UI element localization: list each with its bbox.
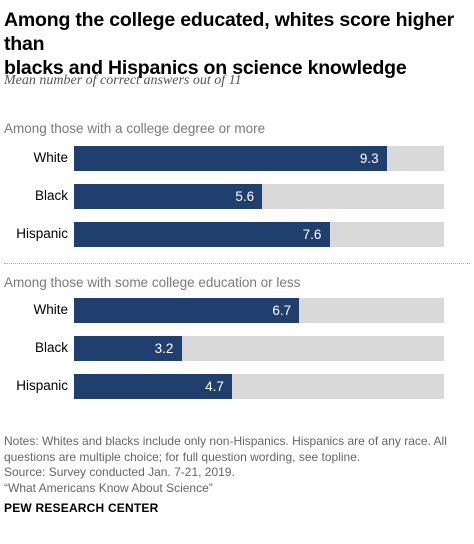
bar: [74, 184, 263, 209]
bar-row: Black 3.2: [0, 336, 474, 361]
value-label: 3.2: [154, 341, 174, 356]
bar: [74, 336, 182, 361]
bar-row: White 6.7: [0, 298, 474, 323]
notes-line: questions are multiple choice; for full …: [4, 449, 361, 464]
category-label: Hispanic: [16, 226, 68, 241]
notes-line: Notes: Whites and blacks include only no…: [4, 434, 447, 448]
value-label: 6.7: [272, 303, 292, 318]
category-label: White: [33, 302, 68, 317]
bar-row: Black 5.6: [0, 184, 474, 209]
group-divider: [4, 263, 470, 264]
group-label-college-degree: Among those with a college degree or mor…: [4, 121, 266, 136]
bar: [74, 146, 387, 171]
category-label: Black: [34, 340, 68, 355]
pew-logo-text: PEW RESEARCH CENTER: [4, 501, 159, 515]
bar: [74, 222, 330, 247]
bar-row: Hispanic 4.7: [0, 374, 474, 399]
bar-row: White 9.3: [0, 146, 474, 171]
bar: [74, 374, 233, 399]
chart-notes: Notes: Whites and blacks include only no…: [4, 434, 470, 496]
value-label: 7.6: [302, 227, 322, 242]
bar-track: 5.6: [74, 184, 444, 209]
category-label: White: [33, 150, 68, 165]
chart-subtitle: Mean number of correct answers out of 11: [4, 73, 242, 88]
bar-track: 3.2: [74, 336, 444, 361]
chart-title: Among the college educated, whites score…: [4, 8, 470, 80]
chart-title-line-2: blacks and Hispanics on science knowledg…: [4, 57, 407, 79]
report-title-line: “What Americans Know About Science”: [4, 480, 213, 495]
bar-track: 4.7: [74, 374, 444, 399]
bar-track: 7.6: [74, 222, 444, 247]
bar-track: 6.7: [74, 298, 444, 323]
bar-row: Hispanic 7.6: [0, 222, 474, 247]
chart-title-line-1: Among the college educated, whites score…: [4, 9, 455, 55]
source-line: Source: Survey conducted Jan. 7-21, 2019…: [4, 465, 235, 479]
value-label: 4.7: [205, 379, 224, 394]
group-label-some-college: Among those with some college education …: [4, 275, 301, 290]
value-label: 5.6: [235, 189, 255, 204]
category-label: Black: [34, 188, 68, 203]
bar-track: 9.3: [74, 146, 444, 171]
category-label: Hispanic: [16, 378, 68, 393]
value-label: 9.3: [359, 151, 379, 166]
bar: [74, 298, 300, 323]
